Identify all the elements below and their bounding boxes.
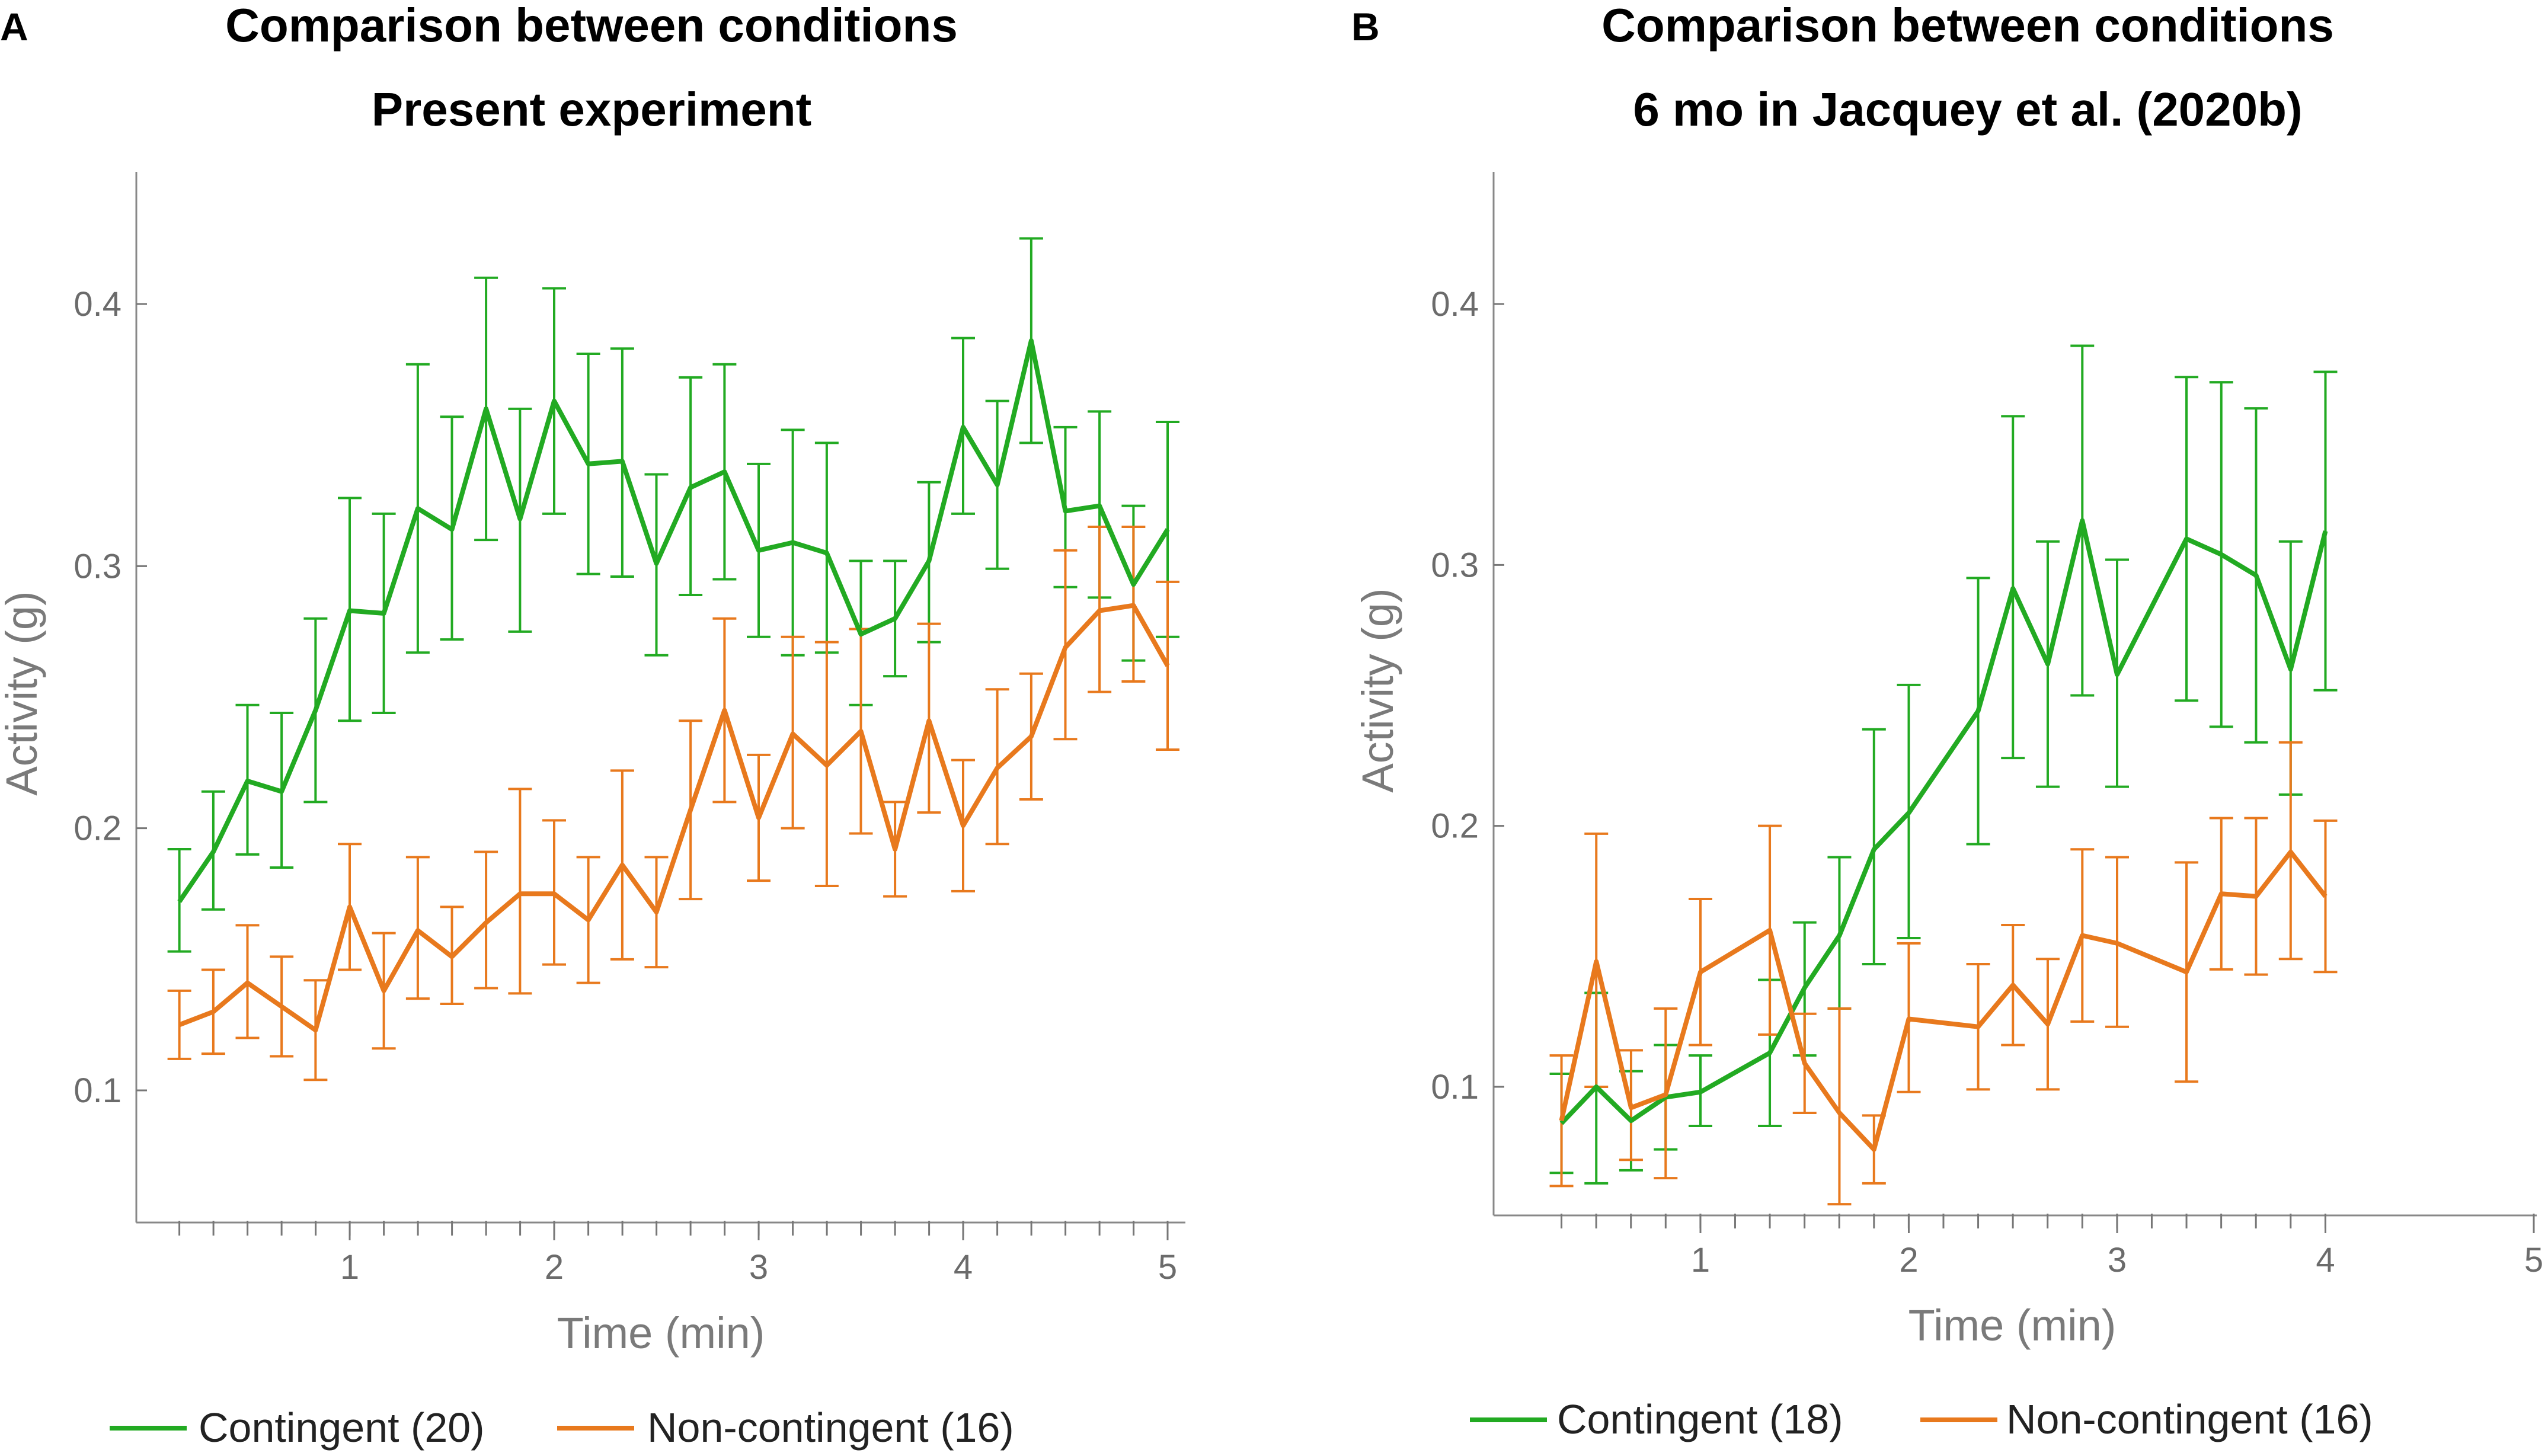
panel-letter-a: A xyxy=(0,5,28,49)
panel-b-title-line2: 6 mo in Jacquey et al. (2020b) xyxy=(1633,83,2302,136)
panel-a-y-tick-label: 0.4 xyxy=(73,285,122,324)
panel-a-y-ticks: 0.1 0.2 0.3 0.4 xyxy=(73,285,147,1110)
panel-b-x-tick-label: 5 xyxy=(2524,1241,2543,1279)
panel-a-legend-label-contingent: Contingent (20) xyxy=(199,1404,485,1451)
panel-a-x-tick-label: 2 xyxy=(545,1248,564,1287)
panel-b-error-bars xyxy=(1549,344,2338,1206)
panel-a-x-tick-label: 1 xyxy=(340,1248,359,1287)
panel-b-x-tick-label: 3 xyxy=(2108,1241,2127,1279)
panel-a: A Comparison between conditions Present … xyxy=(0,0,1185,1451)
panel-b-x-tick-label: 2 xyxy=(1899,1241,1918,1279)
panel-b-y-tick-label: 0.2 xyxy=(1431,807,1479,846)
panel-b-x-axis-label: Time (min) xyxy=(1908,1301,2117,1350)
panel-b-series-line-noncontingent xyxy=(1559,849,2328,1152)
panel-a-series-line-contingent xyxy=(177,338,1170,903)
panel-a-title-line1: Comparison between conditions xyxy=(225,0,958,52)
panel-b-series-line-contingent xyxy=(1559,518,2328,1125)
panel-a-series-lines xyxy=(177,338,1170,1033)
panel-b-x-tick-label: 1 xyxy=(1691,1241,1710,1279)
panel-b-y-tick-label: 0.1 xyxy=(1431,1068,1479,1106)
panel-a-x-tick-label: 3 xyxy=(749,1248,768,1287)
panel-a-y-tick-label: 0.1 xyxy=(73,1071,122,1110)
panel-b-x-tick-label: 4 xyxy=(2316,1241,2335,1279)
panel-a-y-tick-label: 0.3 xyxy=(73,547,122,585)
panel-a-y-tick-label: 0.2 xyxy=(73,809,122,848)
panel-b-y-ticks: 0.1 0.2 0.3 0.4 xyxy=(1431,285,1504,1106)
panel-b: B Comparison between conditions 6 mo in … xyxy=(1351,0,2543,1442)
panel-a-series-line-noncontingent xyxy=(178,603,1170,1033)
panel-a-title-line2: Present experiment xyxy=(372,83,812,136)
panel-b-y-axis-label: Activity (g) xyxy=(1353,588,1402,792)
panel-a-x-tick-label: 4 xyxy=(954,1248,973,1287)
panel-b-series-lines xyxy=(1559,518,2328,1152)
panel-b-x-ticks: 1 2 3 4 5 xyxy=(1691,1214,2543,1279)
panel-letter-b: B xyxy=(1351,5,1380,49)
panel-a-x-ticks: 1 2 3 4 5 xyxy=(340,1221,1177,1287)
panel-a-y-axis-label: Activity (g) xyxy=(0,591,46,795)
panel-b-title-line1: Comparison between conditions xyxy=(1601,0,2334,52)
panel-a-x-tick-label: 5 xyxy=(1158,1248,1177,1287)
panel-b-legend-label-noncontingent: Non-contingent (16) xyxy=(2006,1396,2373,1442)
panel-b-legend-label-contingent: Contingent (18) xyxy=(1557,1396,1843,1442)
panel-b-y-tick-label: 0.4 xyxy=(1431,285,1479,324)
panel-a-x-axis-label: Time (min) xyxy=(557,1308,765,1358)
panel-a-legend-label-noncontingent: Non-contingent (16) xyxy=(647,1404,1014,1451)
panel-b-y-tick-label: 0.3 xyxy=(1431,546,1479,584)
